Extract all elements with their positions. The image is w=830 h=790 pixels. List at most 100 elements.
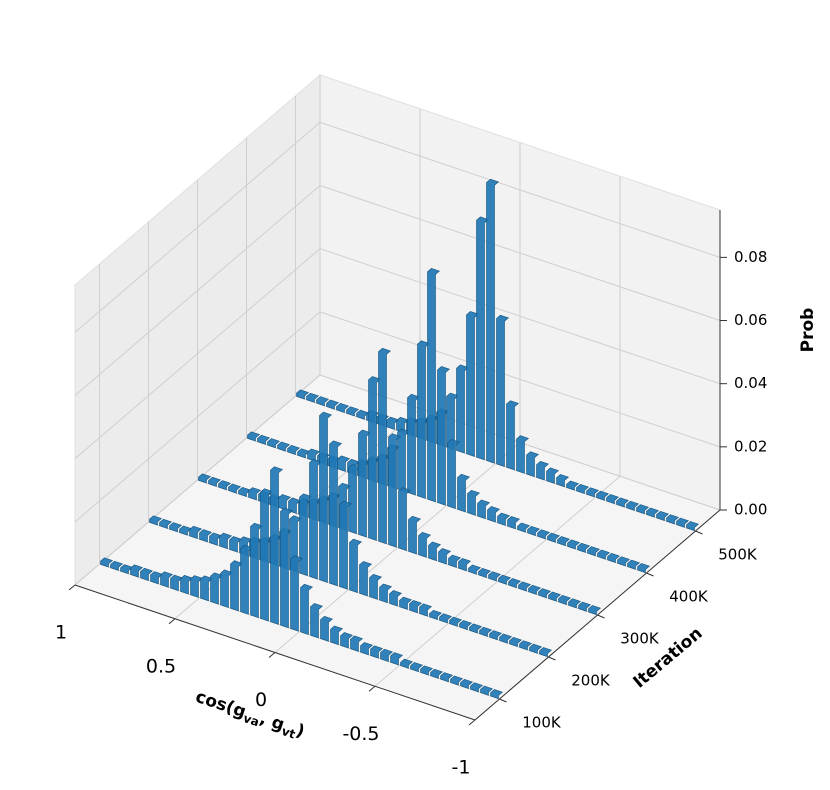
- bar: [370, 645, 384, 659]
- bar: [516, 435, 530, 474]
- bar: [429, 609, 443, 620]
- bar: [528, 584, 542, 595]
- bar: [526, 451, 540, 478]
- bar: [316, 396, 330, 407]
- bar: [140, 567, 154, 581]
- bar: [438, 548, 452, 565]
- y-tick-label: 400K: [669, 588, 709, 606]
- bar: [616, 497, 630, 508]
- bar: [568, 598, 582, 609]
- bar: [497, 512, 511, 526]
- bar: [346, 406, 360, 417]
- bar: [330, 625, 344, 646]
- bar: [419, 603, 433, 617]
- bar: [218, 480, 232, 491]
- x-label-part: cos(g: [193, 687, 249, 722]
- bar: [329, 440, 343, 587]
- bar: [247, 431, 261, 442]
- bar: [430, 668, 444, 679]
- bar: [280, 507, 294, 629]
- bar: [359, 561, 373, 597]
- bar: [597, 549, 611, 560]
- y-tick: [695, 530, 703, 535]
- x-label-sub: va: [242, 711, 262, 729]
- bar: [379, 583, 393, 604]
- bar: [617, 556, 631, 567]
- bar: [160, 571, 174, 588]
- bar: [606, 494, 620, 505]
- bar: [507, 516, 521, 530]
- bar: [536, 461, 550, 481]
- y-tick: [548, 656, 556, 661]
- bar: [427, 268, 441, 503]
- bar: [360, 642, 374, 656]
- x-tick: [268, 652, 276, 658]
- x-label-part: ): [293, 721, 307, 742]
- bar: [480, 685, 494, 696]
- grid-line: [74, 121, 321, 333]
- grid-line: [74, 374, 321, 586]
- z-tick-label: 0.08: [734, 248, 767, 266]
- bar: [290, 555, 304, 632]
- x-tick: [68, 584, 76, 591]
- bar: [539, 647, 553, 658]
- bar: [487, 506, 501, 523]
- bar: [489, 630, 503, 641]
- bar: [646, 507, 660, 518]
- z-tick-label: 0.02: [734, 437, 767, 455]
- bar: [310, 603, 324, 639]
- bar: [428, 541, 442, 562]
- x-tick-label: 1: [55, 622, 67, 644]
- bar: [390, 652, 404, 666]
- x-axis-label: cos(gva, gvt): [192, 687, 307, 744]
- bar: [529, 643, 543, 654]
- bar: [449, 616, 463, 627]
- bar: [498, 574, 512, 585]
- bar: [546, 467, 560, 484]
- bar: [339, 500, 353, 590]
- bar: [458, 558, 472, 572]
- bar: [457, 473, 471, 513]
- grid-line: [74, 311, 321, 523]
- bar: [509, 636, 523, 647]
- bar: [420, 665, 434, 676]
- bar: [219, 532, 233, 550]
- bar: [586, 487, 600, 498]
- bar: [369, 573, 383, 600]
- bar: [336, 402, 350, 413]
- grid-line: [319, 248, 721, 385]
- grid-line: [319, 311, 721, 448]
- y-tick: [499, 698, 507, 703]
- bar: [506, 400, 520, 471]
- bar: [349, 538, 363, 593]
- y-tick: [597, 614, 605, 619]
- bar: [686, 521, 700, 532]
- y-tick-label: 300K: [620, 630, 660, 648]
- bar: [626, 500, 640, 511]
- grid-line: [319, 185, 721, 322]
- bar: [437, 366, 451, 506]
- x-tick: [468, 719, 476, 726]
- z-tick-label: 0.04: [734, 374, 767, 392]
- bar: [517, 522, 531, 533]
- bar: [607, 552, 621, 563]
- bar: [478, 567, 492, 578]
- bar: [320, 615, 334, 642]
- bar: [450, 675, 464, 686]
- bar: [576, 483, 590, 494]
- z-tick-label: 0.06: [734, 311, 767, 329]
- bar: [400, 658, 414, 669]
- bar: [577, 542, 591, 553]
- bar: [100, 557, 114, 568]
- bar: [340, 632, 354, 649]
- bar: [300, 583, 314, 635]
- bar: [460, 678, 474, 689]
- bar: [479, 626, 493, 637]
- y-tick: [646, 572, 654, 577]
- bar: [326, 399, 340, 410]
- bar: [676, 517, 690, 528]
- bar: [149, 515, 163, 526]
- bar: [199, 529, 213, 543]
- x-label-sub: vt: [280, 723, 298, 741]
